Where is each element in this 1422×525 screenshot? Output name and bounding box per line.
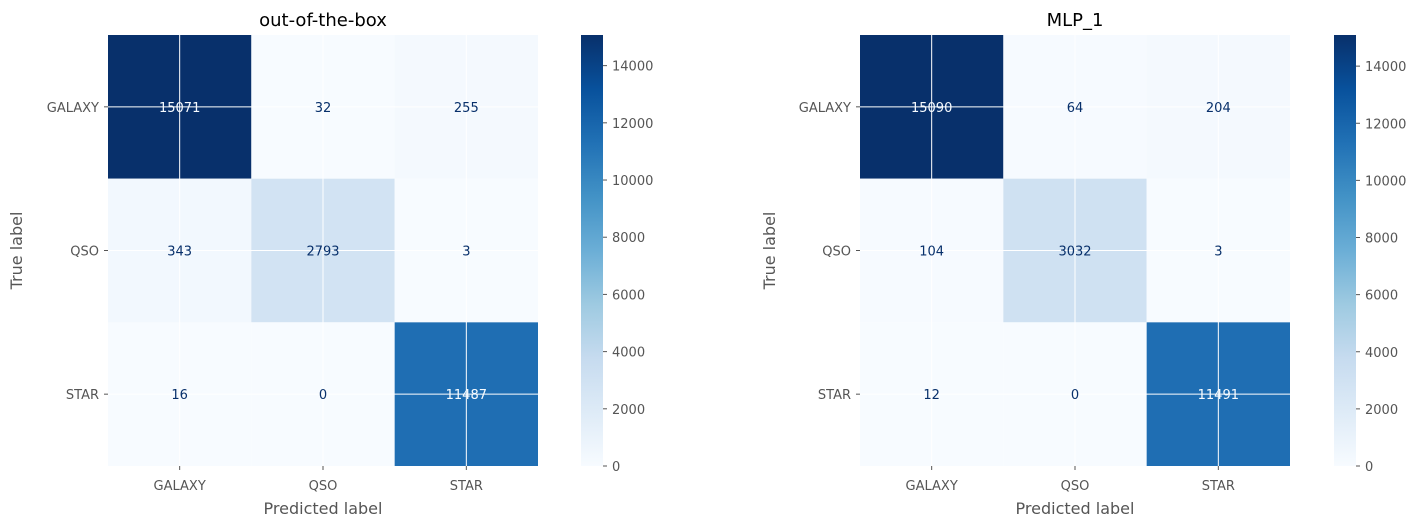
y-axis-label: True label xyxy=(760,212,779,291)
cell-value-label: 11491 xyxy=(1198,388,1239,403)
colorbar-tick-label: 0 xyxy=(612,460,620,475)
colorbar-tick-label: 14000 xyxy=(1365,60,1406,75)
colorbar-tick-label: 2000 xyxy=(612,403,645,418)
cell-value-label: 32 xyxy=(315,101,332,116)
colorbar-tick-label: 8000 xyxy=(612,231,645,246)
cell-value-label: 204 xyxy=(1206,101,1231,116)
colorbar-tick-label: 2000 xyxy=(1365,403,1398,418)
colorbar-tick-label: 8000 xyxy=(1365,232,1398,247)
x-tick-label: QSO xyxy=(309,479,338,494)
colorbar-tick-label: 6000 xyxy=(1365,289,1398,304)
x-tick-label: GALAXY xyxy=(906,479,958,494)
confusion-matrix-panel-out-of-the-box: out-of-the-box 15071 32 255 343 2793 3 16 0 11487… xyxy=(7,10,653,518)
cell-value-label: 11487 xyxy=(446,388,487,403)
colorbar-tick-label: 12000 xyxy=(612,117,653,132)
x-tick-label: STAR xyxy=(450,479,483,494)
y-tick-label: GALAXY xyxy=(47,101,99,116)
colorbar xyxy=(1334,35,1356,466)
cell-value-label: 104 xyxy=(919,245,944,260)
cell-value-label: 12 xyxy=(923,388,940,403)
chart-title: out-of-the-box xyxy=(259,10,387,31)
colorbar-tick-label: 10000 xyxy=(612,174,653,189)
cell-value-label: 16 xyxy=(171,388,188,403)
colorbar-tick-label: 6000 xyxy=(612,288,645,303)
y-tick-label: STAR xyxy=(66,388,99,403)
chart-title: MLP_1 xyxy=(1047,10,1104,31)
y-tick-label: STAR xyxy=(818,388,851,403)
colorbar-tick-label: 4000 xyxy=(612,346,645,361)
colorbar-tick-label: 10000 xyxy=(1365,174,1406,189)
cell-value-label: 64 xyxy=(1067,101,1084,116)
cell-value-label: 255 xyxy=(454,101,479,116)
x-tick-label: QSO xyxy=(1061,479,1090,494)
confusion-matrix-panel-mlp-1: MLP_1 15090 64 204 104 3032 3 12 0 11491 GALAXY QSO… xyxy=(760,10,1406,518)
colorbar-tick-label: 0 xyxy=(1365,460,1373,475)
x-axis-label: Predicted label xyxy=(264,499,383,518)
colorbar xyxy=(581,35,603,466)
colorbar-tick-label: 14000 xyxy=(612,60,653,75)
cell-value-label: 0 xyxy=(319,388,327,403)
cell-value-label: 15090 xyxy=(911,101,952,116)
cell-value-label: 15071 xyxy=(159,101,200,116)
x-tick-label: STAR xyxy=(1202,479,1235,494)
cell-value-label: 3 xyxy=(462,245,470,260)
y-tick-label: GALAXY xyxy=(799,101,851,116)
colorbar-tick-label: 4000 xyxy=(1365,346,1398,361)
y-axis-label: True label xyxy=(7,212,26,291)
y-tick-label: QSO xyxy=(822,245,851,260)
colorbar-tick-label: 12000 xyxy=(1365,117,1406,132)
cell-value-label: 3032 xyxy=(1058,245,1091,260)
cell-value-label: 3 xyxy=(1214,245,1222,260)
cell-value-label: 0 xyxy=(1071,388,1079,403)
x-tick-label: GALAXY xyxy=(154,479,206,494)
cell-value-label: 2793 xyxy=(306,245,339,260)
x-axis-label: Predicted label xyxy=(1016,499,1135,518)
cell-value-label: 343 xyxy=(167,245,192,260)
y-tick-label: QSO xyxy=(70,245,99,260)
